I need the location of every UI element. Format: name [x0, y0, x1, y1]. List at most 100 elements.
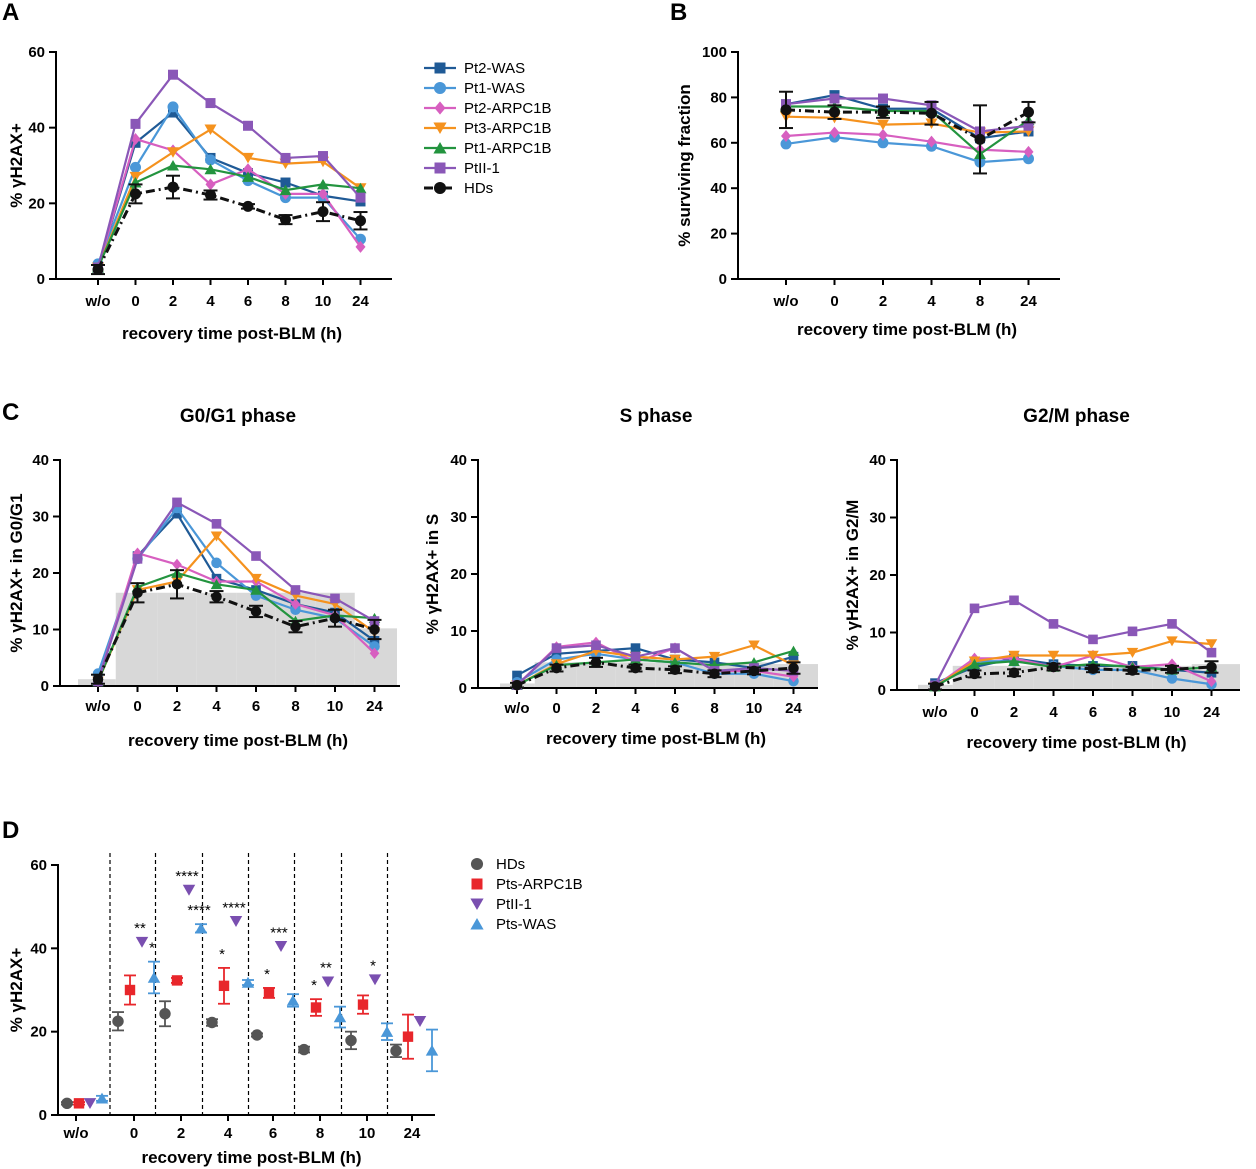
point-C2-HDs-2	[590, 657, 602, 668]
1-ytick-label-40: 40	[710, 180, 727, 197]
legend-marker-HDs	[433, 181, 447, 195]
chart-title-C2: S phase	[620, 406, 693, 427]
x-axis-title-C1: recovery time post-BLM (h)	[128, 731, 348, 750]
series-C2-HDs	[510, 656, 801, 691]
5-ytick-label-60: 60	[30, 857, 47, 874]
1-ytick-label-0: 0	[719, 271, 727, 288]
1-xtick-label-1: 0	[830, 293, 838, 310]
legend-D-label-Pts-WAS: Pts-WAS	[496, 916, 556, 933]
y-axis-title-D: % γH2AX+	[7, 948, 26, 1033]
point-C3-HDs-4	[1087, 663, 1099, 675]
0-ytick-label-40: 40	[28, 120, 45, 137]
2-ytick-label-20: 20	[32, 565, 49, 582]
point-B-HDs-3	[926, 107, 937, 119]
point-A-PtII-1-6	[318, 151, 328, 162]
y-axis-title-C3: % γH2AX+ in G2/M	[843, 500, 862, 651]
point-C1-HDs-4	[250, 606, 262, 617]
point-D-Pts-ARPC1B-1	[124, 984, 136, 996]
point-A-HDs-7	[355, 215, 366, 227]
4-ytick-label-40: 40	[869, 452, 886, 469]
point-A-HDs-4	[242, 200, 254, 212]
series-line-A-PtII-1	[96, 73, 362, 268]
series-line-C3-Pt3-ARPC1B	[934, 640, 1212, 688]
point-D-Pts-WAS-4	[286, 994, 300, 1006]
point-B-Pt1-WAS-0	[780, 138, 792, 150]
series-C1-HDs	[91, 569, 382, 685]
series-line-C1-Pt3-ARPC1B	[96, 534, 376, 682]
x-axis-title-D: recovery time post-BLM (h)	[141, 1148, 361, 1167]
series-D-PtII-1	[83, 884, 427, 1110]
4-xtick-label-1: 0	[970, 704, 978, 721]
legend-D-label-HDs: HDs	[496, 856, 525, 873]
legend-D-marker-Pts-WAS	[470, 917, 484, 930]
point-A-Pt1-ARPC1B-4	[242, 171, 254, 182]
point-D-HDs-6	[345, 1034, 357, 1047]
series-line-B-Pt1-ARPC1B	[786, 105, 1030, 156]
point-C1-Pt2-ARPC1B-5	[290, 598, 301, 610]
3-xtick-label-0: w/o	[504, 700, 530, 717]
4-xtick-label-7: 24	[1203, 704, 1220, 721]
point-D-PtII-1-7	[413, 1016, 427, 1027]
point-D-PtII-1-2	[182, 884, 196, 896]
0-xtick-label-5: 8	[281, 293, 289, 310]
point-C2-Pt3-ARPC1B-6	[748, 640, 760, 651]
point-C1-PtII-1-2	[172, 497, 182, 508]
0-xtick-label-4: 6	[244, 293, 252, 310]
significance-label-4: *	[219, 946, 225, 963]
series-B-HDs	[779, 90, 1036, 175]
point-A-HDs-0	[92, 264, 104, 276]
point-A-Pt3-ARPC1B-3	[204, 124, 217, 136]
point-C1-PtII-1-5	[290, 585, 301, 595]
point-B-Pt2-ARPC1B-2	[878, 128, 888, 141]
significance-label-8: *	[311, 977, 317, 994]
4-xtick-label-3: 4	[1049, 704, 1058, 721]
point-A-Pt1-ARPC1B-6	[317, 178, 329, 190]
chart-title-C1: G0/G1 phase	[180, 406, 296, 427]
2-xtick-label-4: 6	[252, 698, 260, 715]
point-A-Pt1-WAS-3	[205, 154, 216, 166]
series-line-B-Pt2-WAS	[785, 94, 1029, 140]
bg-bar-C1-2	[157, 592, 197, 686]
significance-label-6: *	[264, 966, 270, 983]
legend-D-marker-HDs	[470, 857, 484, 871]
point-C1-HDs-2	[171, 579, 183, 590]
point-C2-Pt2-WAS-7	[788, 651, 799, 662]
legend-marker-Pt3-ARPC1B	[433, 122, 447, 135]
series-A-HDs	[91, 174, 368, 276]
series-line-B-PtII-1	[785, 97, 1029, 133]
2-xtick-label-2: 2	[173, 698, 181, 715]
5-xtick-label-3: 4	[224, 1125, 233, 1142]
point-D-Pts-ARPC1B-7	[402, 1031, 414, 1042]
point-C1-HDs-3	[211, 591, 222, 603]
point-D-Pts-WAS-6	[380, 1025, 394, 1037]
significance-label-10: *	[370, 958, 376, 975]
0-ytick-label-0: 0	[37, 271, 45, 288]
series-B-PtII-1	[781, 93, 1034, 137]
point-C3-Pt2-ARPC1B-7	[1206, 675, 1217, 688]
4-xtick-label-5: 8	[1128, 704, 1136, 721]
significance-label-2: ****	[175, 868, 199, 885]
point-C2-HDs-4	[669, 664, 681, 676]
panel-letter-b: B	[670, 0, 687, 26]
1-xtick-label-0: w/o	[773, 293, 799, 310]
point-A-Pt3-ARPC1B-4	[242, 152, 254, 164]
legend-D-label-PtII-1: PtII-1	[496, 896, 532, 913]
point-C2-PtII-1-2	[591, 640, 601, 651]
point-D-PtII-1-5	[321, 976, 335, 988]
series-C3-Pt3-ARPC1B	[929, 636, 1218, 692]
point-C1-Pt2-WAS-2	[172, 508, 182, 519]
point-C3-HDs-3	[1048, 661, 1059, 673]
point-A-Pt1-WAS-1	[130, 161, 141, 173]
legend-marker-Pt1-ARPC1B	[433, 141, 447, 154]
point-C3-Pt1-ARPC1B-1	[968, 658, 981, 669]
significance-label-0: **	[134, 920, 146, 937]
point-C3-Pt3-ARPC1B-7	[1205, 639, 1218, 650]
point-D-Pts-ARPC1B-2	[171, 975, 183, 986]
point-C2-HDs-5	[709, 668, 720, 680]
point-C1-Pt3-ARPC1B-3	[210, 531, 223, 542]
1-ytick-label-80: 80	[710, 89, 727, 106]
series-line-C1-PtII-1	[96, 500, 376, 682]
3-xtick-label-7: 24	[785, 700, 802, 717]
point-C2-PtII-1-3	[630, 651, 641, 662]
series-line-C3-Pt2-ARPC1B	[934, 654, 1212, 688]
